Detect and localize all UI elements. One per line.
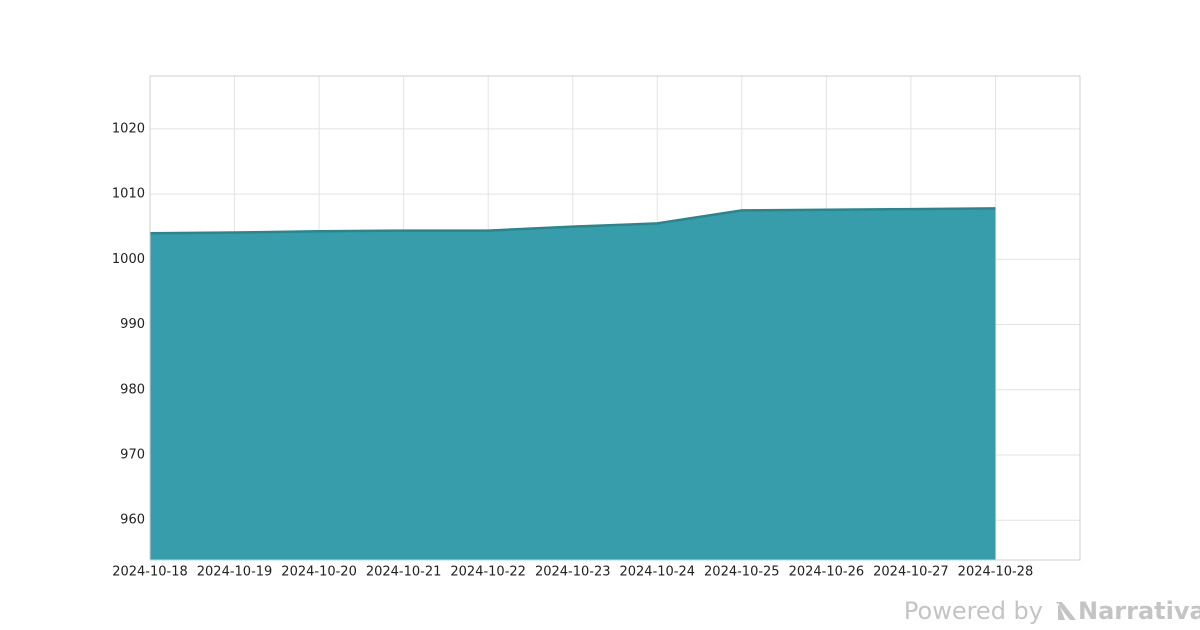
x-tick-label: 2024-10-19 [197, 565, 273, 580]
area [150, 208, 996, 560]
x-tick-label: 2024-10-20 [281, 565, 357, 580]
x-tick-label: 2024-10-25 [704, 565, 780, 580]
brand: Narrativa [1078, 597, 1200, 625]
y-tick-label: 990 [120, 317, 145, 332]
y-tick-label: 1000 [112, 252, 145, 267]
x-tick-label: 2024-10-23 [535, 565, 611, 580]
y-tick-label: 960 [120, 513, 145, 528]
x-tick-label: 2024-10-22 [450, 565, 526, 580]
x-tick-label: 2024-10-24 [619, 565, 695, 580]
y-tick-label: 1020 [112, 121, 145, 136]
x-tick-label: 2024-10-26 [789, 565, 865, 580]
x-tick-label: 2024-10-18 [112, 565, 188, 580]
y-tick-label: 980 [120, 382, 145, 397]
x-tick-label: 2024-10-28 [958, 565, 1034, 580]
x-tick-label: 2024-10-21 [366, 565, 442, 580]
brand-logo [1056, 602, 1076, 620]
x-tick-label: 2024-10-27 [873, 565, 949, 580]
powered-by: Powered by [904, 597, 1043, 625]
y-tick-label: 970 [120, 447, 145, 462]
plot-frame [149, 75, 1081, 561]
area-line [149, 207, 996, 235]
y-tick-label: 1010 [112, 187, 145, 202]
